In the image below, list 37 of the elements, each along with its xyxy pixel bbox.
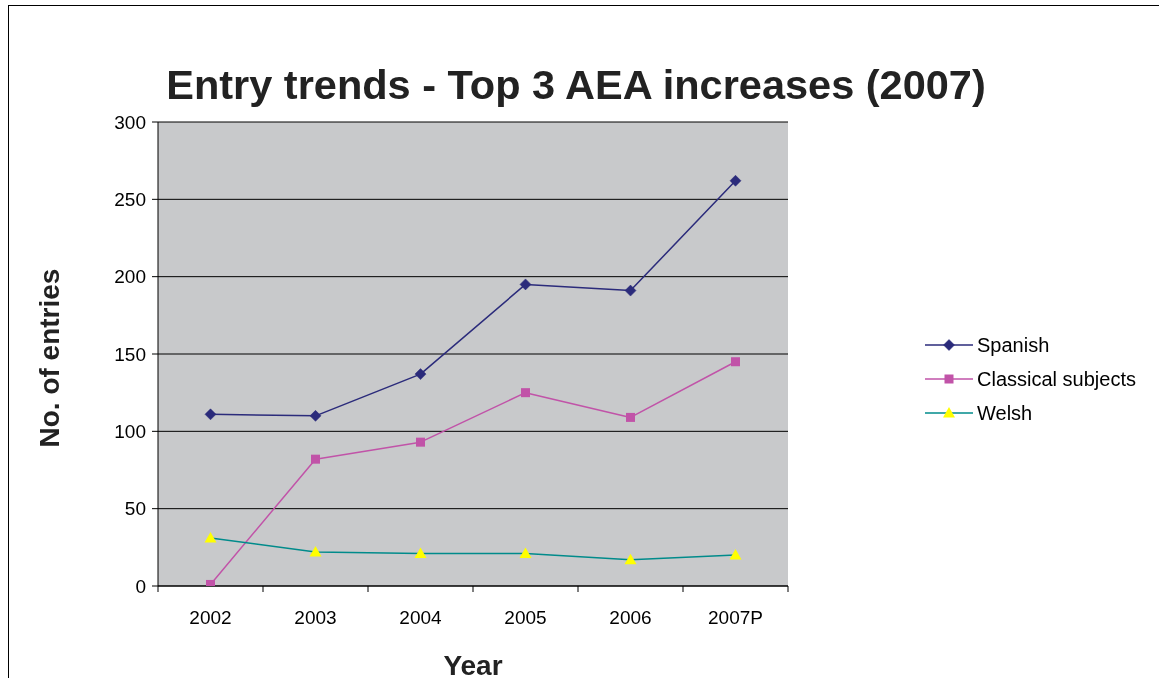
point xyxy=(519,547,532,559)
y-tick-label: 200 xyxy=(114,266,146,288)
chart-title: Entry trends - Top 3 AEA increases (2007) xyxy=(165,61,987,109)
y-tick-label: 300 xyxy=(114,111,146,133)
legend-label: Classical subjects xyxy=(977,367,1136,391)
point xyxy=(414,547,427,559)
y-tick-label: 150 xyxy=(114,343,146,365)
point xyxy=(626,412,635,422)
x-axis-title: Year xyxy=(442,649,504,683)
x-tick-label: 2002 xyxy=(189,606,232,628)
point xyxy=(309,410,322,422)
point xyxy=(414,368,427,380)
x-tick-label: 2007P xyxy=(708,606,763,628)
point xyxy=(729,175,742,187)
point xyxy=(729,549,742,560)
y-axis-title: No. of entries xyxy=(33,267,66,450)
point xyxy=(309,545,322,557)
point xyxy=(206,579,215,586)
x-tick-label: 2004 xyxy=(399,606,443,628)
point xyxy=(519,278,532,291)
legend-label: Welsh xyxy=(977,401,1033,425)
x-tick-label: 2005 xyxy=(504,606,547,628)
y-tick-label: 100 xyxy=(114,421,146,443)
x-tick-label: 2003 xyxy=(294,606,337,628)
legend-label: Spanish xyxy=(977,333,1050,357)
x-tick-label: 2006 xyxy=(609,606,652,628)
y-tick-label: 0 xyxy=(135,575,146,597)
point xyxy=(311,454,320,464)
y-tick-label: 50 xyxy=(124,498,146,520)
point xyxy=(416,437,425,447)
point xyxy=(204,532,217,543)
y-tick-label: 250 xyxy=(114,189,146,211)
point xyxy=(731,357,740,367)
point xyxy=(521,388,530,398)
point xyxy=(624,284,637,297)
point xyxy=(204,408,217,421)
point xyxy=(624,553,637,565)
